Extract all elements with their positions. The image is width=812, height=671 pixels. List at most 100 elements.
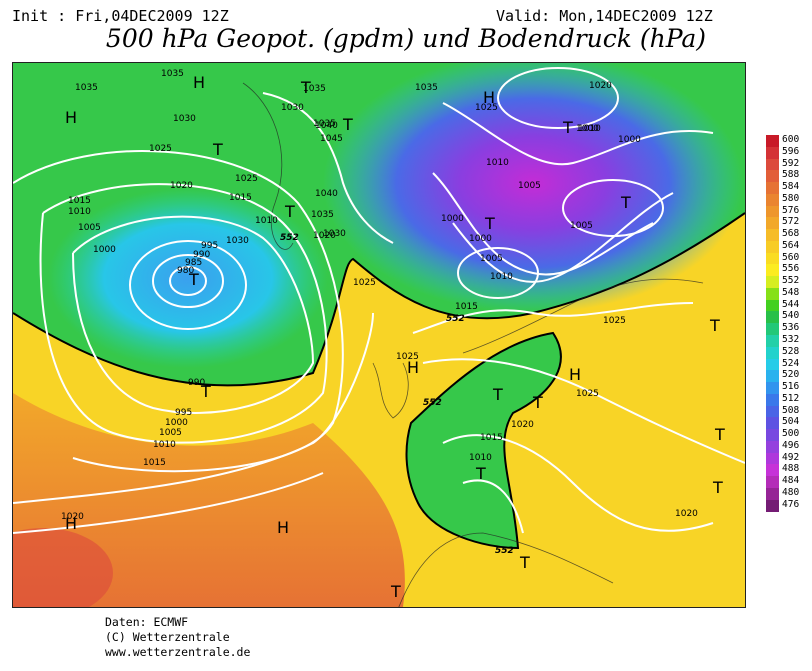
isobar-label: 1020 bbox=[511, 420, 534, 430]
low-pressure-centers: T T T T T T T T T T T T T T T T T bbox=[188, 78, 725, 601]
legend-swatch bbox=[766, 158, 779, 171]
low-center-marker: T bbox=[519, 553, 530, 572]
isobar-label: 985 bbox=[185, 258, 202, 268]
data-source: Daten: ECMWF bbox=[105, 615, 189, 629]
legend-value: 484 bbox=[782, 475, 800, 487]
legend-entry: 564 bbox=[766, 239, 810, 253]
legend-entry: 500 bbox=[766, 428, 810, 441]
legend-value: 540 bbox=[782, 310, 800, 322]
low-center-marker: T bbox=[532, 393, 543, 412]
legend-entry: 532 bbox=[766, 334, 810, 347]
isobar-labels: 1035 1035 1030 1025 1020 1015 1010 1005 … bbox=[61, 69, 698, 522]
legend-value: 528 bbox=[782, 345, 800, 357]
high-center-marker: H bbox=[277, 518, 289, 537]
legend-value: 544 bbox=[782, 298, 800, 310]
legend-swatch bbox=[766, 464, 779, 477]
isobar-label: 980 bbox=[177, 266, 194, 276]
isobar-label: 1000 bbox=[93, 245, 116, 255]
legend-entry: 552 bbox=[766, 275, 810, 288]
legend-value: 520 bbox=[782, 369, 800, 381]
low-center-marker: T bbox=[390, 582, 401, 601]
legend-value: 524 bbox=[782, 357, 800, 369]
isobar-label: 1015 bbox=[455, 302, 478, 312]
legend-swatch bbox=[766, 476, 779, 488]
legend-entry: 600 bbox=[766, 134, 810, 147]
isobar-label: 1030 bbox=[323, 229, 346, 239]
contour-552-label: 552 bbox=[495, 546, 514, 556]
legend-entry: 556 bbox=[766, 263, 810, 277]
legend-swatch bbox=[766, 382, 779, 394]
isobar-label: 1035 bbox=[415, 83, 438, 93]
legend-swatch bbox=[766, 417, 779, 430]
legend-entry: 504 bbox=[766, 416, 810, 430]
low-center-marker: T bbox=[492, 385, 503, 404]
legend-value: 576 bbox=[782, 204, 800, 216]
legend-entry: 568 bbox=[766, 228, 810, 241]
legend-swatch bbox=[766, 170, 779, 183]
isobar-label: 990 bbox=[188, 378, 205, 388]
init-time: Init : Fri,04DEC2009 12Z bbox=[12, 7, 229, 25]
isobar-label: 1015 bbox=[480, 433, 503, 443]
legend-entry: 484 bbox=[766, 475, 810, 488]
weather-map: 1035 1035 1030 1025 1020 1015 1010 1005 … bbox=[12, 62, 746, 608]
legend-entry: 524 bbox=[766, 357, 810, 371]
legend-entry: 488 bbox=[766, 463, 810, 477]
isobar-label: 1025 bbox=[576, 389, 599, 399]
legend-value: 556 bbox=[782, 263, 800, 275]
low-center-marker: T bbox=[212, 140, 223, 159]
map-title: 500 hPa Geopot. (gpdm) und Bodendruck (h… bbox=[105, 24, 707, 53]
legend-value: 476 bbox=[782, 498, 800, 510]
legend-value: 532 bbox=[782, 334, 800, 346]
low-center-marker: T bbox=[200, 382, 211, 401]
legend-entry: 508 bbox=[766, 404, 810, 418]
legend-value: 536 bbox=[782, 322, 800, 334]
legend-swatch bbox=[766, 335, 779, 347]
legend-value: 580 bbox=[782, 192, 800, 204]
high-center-marker: H bbox=[569, 365, 581, 384]
legend-value: 552 bbox=[782, 275, 800, 287]
legend-swatch bbox=[766, 276, 779, 288]
color-legend: 600 596 592 588 584 580 576 572 568 564 560 556 552 5… bbox=[766, 134, 810, 512]
low-center-marker: T bbox=[342, 115, 353, 134]
legend-swatch bbox=[766, 405, 779, 418]
isobar-label: 1035 bbox=[75, 83, 98, 93]
isobar-label: 1035 bbox=[303, 84, 326, 94]
isobar-label: 1030 bbox=[281, 103, 304, 113]
isobar-label: 1015 bbox=[143, 458, 166, 468]
cold-pool-central-europe bbox=[405, 331, 562, 550]
legend-value: 564 bbox=[782, 239, 800, 251]
legend-swatch bbox=[766, 193, 779, 206]
isobar-label: 1005 bbox=[570, 221, 593, 231]
isobar-label: 1040 bbox=[315, 189, 338, 199]
isobar-label: 1025 bbox=[603, 316, 626, 326]
legend-swatch bbox=[766, 252, 779, 265]
legend-entry: 516 bbox=[766, 381, 810, 394]
isobar-label: 1035 bbox=[311, 210, 334, 220]
isobar-label: 1005 bbox=[78, 223, 101, 233]
isobar-label: 1010 bbox=[255, 216, 278, 226]
low-center-marker: T bbox=[300, 78, 311, 97]
isobar-label: 1000 bbox=[441, 214, 464, 224]
isobar-label: 1000 bbox=[469, 234, 492, 244]
legend-value: 584 bbox=[782, 181, 800, 193]
copyright: (C) Wetterzentrale bbox=[105, 630, 230, 644]
isobar-label: 1010 bbox=[153, 440, 176, 450]
legend-entry: 576 bbox=[766, 204, 810, 218]
legend-entry: 596 bbox=[766, 146, 810, 159]
legend-value: 548 bbox=[782, 286, 800, 298]
high-center-marker: H bbox=[407, 358, 419, 377]
high-center-marker: H bbox=[193, 73, 205, 92]
isobar-label: 1005 bbox=[480, 254, 503, 264]
legend-value: 572 bbox=[782, 216, 800, 228]
weather-map-canvas: 1035 1035 1030 1025 1020 1015 1010 1005 … bbox=[13, 63, 745, 607]
coastlines bbox=[242, 82, 704, 607]
legend-entry: 544 bbox=[766, 298, 810, 312]
valid-time: Valid: Mon,14DEC2009 12Z bbox=[496, 7, 713, 25]
website: www.wetterzentrale.de bbox=[105, 645, 251, 659]
legend-entry: 548 bbox=[766, 286, 810, 300]
legend-swatch bbox=[766, 487, 779, 500]
legend-value: 508 bbox=[782, 404, 800, 416]
legend-entry: 512 bbox=[766, 393, 810, 406]
legend-swatch bbox=[766, 429, 779, 441]
legend-swatch bbox=[766, 299, 779, 312]
